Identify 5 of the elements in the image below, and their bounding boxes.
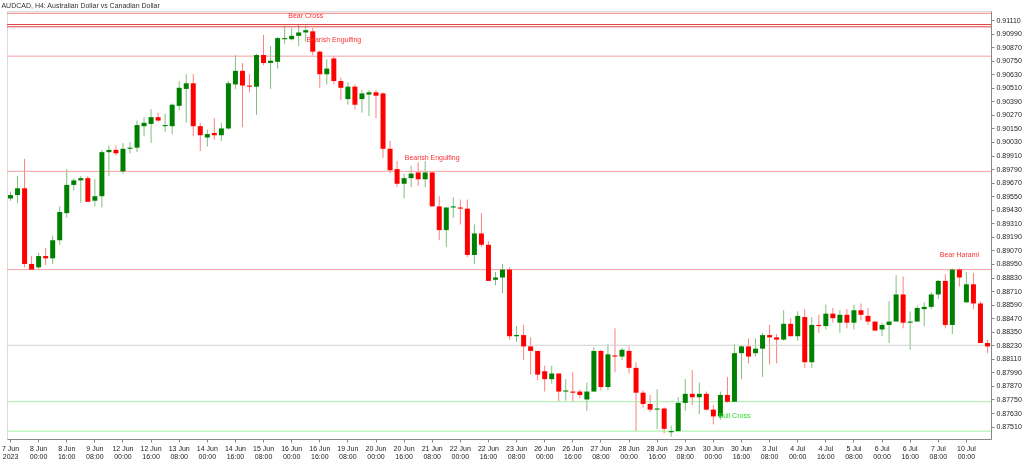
- candlestick: [647, 394, 653, 413]
- candlestick: [155, 112, 161, 123]
- candlestick: [85, 175, 91, 203]
- candlestick: [858, 302, 864, 321]
- candlestick: [865, 307, 871, 326]
